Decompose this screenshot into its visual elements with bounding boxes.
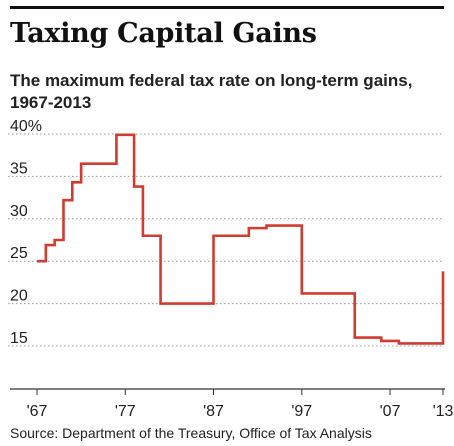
y-axis-labels: 40% 35 30 25 20 15 — [10, 118, 42, 347]
y-tick-label: 40% — [10, 118, 42, 135]
x-axis: '67 '77 '87 '97 '07 '13 — [10, 388, 454, 420]
chart-title: Taxing Capital Gains — [10, 18, 317, 49]
x-tick-label: '77 — [115, 403, 136, 420]
chart-canvas: 40% 35 30 25 20 15 '67 '77 '87 '97 '07 '13 — [8, 118, 454, 420]
series-layer — [36, 133, 445, 345]
top-rule — [10, 6, 444, 9]
x-tick-label: '13 — [433, 403, 454, 420]
y-tick-label: 25 — [10, 245, 28, 262]
gridlines — [8, 133, 442, 347]
source-note: Source: Department of the Treasury, Offi… — [10, 425, 372, 441]
x-tick-label: '67 — [27, 403, 48, 420]
y-tick-label: 20 — [10, 288, 28, 305]
series-line-tax-rate — [37, 133, 445, 345]
y-tick-label: 30 — [10, 203, 28, 220]
x-tick-label: '97 — [291, 403, 312, 420]
y-tick-label: 15 — [10, 330, 28, 347]
y-tick-label: 35 — [10, 160, 28, 177]
x-tick-label: '87 — [203, 403, 224, 420]
x-tick-label: '07 — [380, 403, 401, 420]
chart-subtitle: The maximum federal tax rate on long-ter… — [10, 71, 413, 112]
